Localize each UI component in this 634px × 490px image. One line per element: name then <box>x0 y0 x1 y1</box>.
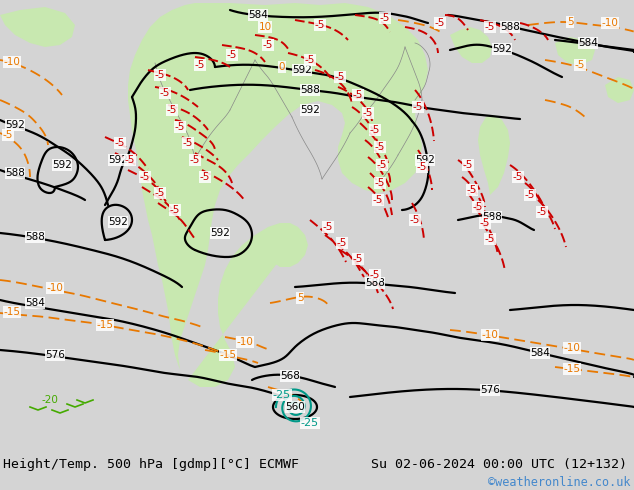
Text: -5: -5 <box>190 155 200 165</box>
Text: -5: -5 <box>167 105 177 115</box>
Text: -10: -10 <box>482 330 498 340</box>
Text: -5: -5 <box>377 160 387 170</box>
Text: -15: -15 <box>564 364 581 374</box>
Text: -10: -10 <box>4 57 20 67</box>
Text: 588: 588 <box>5 168 25 178</box>
Text: -5: -5 <box>537 207 547 217</box>
Text: -5: -5 <box>335 72 345 82</box>
Text: -10: -10 <box>602 18 618 28</box>
Text: 10: 10 <box>259 22 271 32</box>
Text: 592: 592 <box>108 155 128 165</box>
Text: -5: -5 <box>195 60 205 70</box>
Text: -5: -5 <box>155 70 165 80</box>
Text: -5: -5 <box>140 172 150 182</box>
Polygon shape <box>128 3 428 387</box>
Text: -5: -5 <box>375 142 385 152</box>
Text: 568: 568 <box>280 371 300 381</box>
Polygon shape <box>478 115 510 195</box>
Text: -5: -5 <box>417 162 427 172</box>
Text: -5: -5 <box>413 102 423 112</box>
Text: -5: -5 <box>435 18 445 28</box>
Text: -5: -5 <box>323 222 333 232</box>
Text: -5: -5 <box>155 188 165 198</box>
Text: 576: 576 <box>45 350 65 360</box>
Text: 5: 5 <box>297 293 303 303</box>
Text: 584: 584 <box>25 298 45 308</box>
Text: 0: 0 <box>279 62 285 72</box>
Text: ©weatheronline.co.uk: ©weatheronline.co.uk <box>488 476 631 489</box>
Text: -10: -10 <box>46 283 63 293</box>
Text: -25: -25 <box>273 390 291 400</box>
Text: Su 02-06-2024 00:00 UTC (12+132): Su 02-06-2024 00:00 UTC (12+132) <box>371 458 627 471</box>
Text: -5: -5 <box>373 195 383 205</box>
Text: -5: -5 <box>363 108 373 118</box>
Polygon shape <box>555 37 595 65</box>
Polygon shape <box>605 77 634 103</box>
Text: -5: -5 <box>3 130 13 140</box>
Text: -10: -10 <box>236 337 254 347</box>
Text: 588: 588 <box>25 232 45 242</box>
Text: 592: 592 <box>108 217 128 227</box>
Polygon shape <box>450 27 492 63</box>
Text: -5: -5 <box>375 178 385 188</box>
Text: -5: -5 <box>410 215 420 225</box>
Text: 584: 584 <box>578 38 598 48</box>
Text: 560: 560 <box>285 402 305 412</box>
Text: -5: -5 <box>125 155 135 165</box>
Text: -5: -5 <box>337 238 347 248</box>
Text: -15: -15 <box>219 350 236 360</box>
Polygon shape <box>0 7 75 47</box>
Text: 592: 592 <box>300 105 320 115</box>
Text: -5: -5 <box>480 218 490 228</box>
Text: -5: -5 <box>115 138 125 148</box>
Text: -5: -5 <box>467 185 477 195</box>
Text: -25: -25 <box>301 418 319 428</box>
Text: -5: -5 <box>513 172 523 182</box>
Text: -5: -5 <box>485 234 495 244</box>
Text: -20: -20 <box>42 395 58 405</box>
Text: -5: -5 <box>370 125 380 135</box>
Text: 592: 592 <box>210 228 230 238</box>
Text: -5: -5 <box>353 254 363 264</box>
Text: -5: -5 <box>370 270 380 280</box>
Text: -5: -5 <box>305 55 315 65</box>
Text: -5: -5 <box>525 190 535 200</box>
Text: 576: 576 <box>480 385 500 395</box>
Text: -5: -5 <box>380 13 390 23</box>
Text: 5: 5 <box>567 17 573 27</box>
Text: 588: 588 <box>482 212 502 222</box>
Text: 588: 588 <box>365 278 385 288</box>
Text: -5: -5 <box>160 88 170 98</box>
Text: 584: 584 <box>530 348 550 358</box>
Text: 588: 588 <box>300 85 320 95</box>
Text: 588: 588 <box>500 22 520 32</box>
Text: -5: -5 <box>227 50 237 60</box>
Text: -5: -5 <box>575 60 585 70</box>
Text: Height/Temp. 500 hPa [gdmp][°C] ECMWF: Height/Temp. 500 hPa [gdmp][°C] ECMWF <box>3 458 299 471</box>
Text: -15: -15 <box>4 307 20 317</box>
Text: -5: -5 <box>473 202 483 212</box>
Text: 592: 592 <box>292 65 312 75</box>
Text: -5: -5 <box>170 205 180 215</box>
Text: -5: -5 <box>315 20 325 30</box>
Text: -5: -5 <box>183 138 193 148</box>
Text: -5: -5 <box>263 40 273 50</box>
Text: 592: 592 <box>415 155 435 165</box>
Text: 584: 584 <box>248 10 268 20</box>
Text: -5: -5 <box>463 160 473 170</box>
Text: -5: -5 <box>353 90 363 100</box>
Text: -10: -10 <box>564 343 581 353</box>
Text: -15: -15 <box>96 320 113 330</box>
Text: 592: 592 <box>5 120 25 130</box>
Text: -5: -5 <box>175 122 185 132</box>
Text: 592: 592 <box>52 160 72 170</box>
Text: -5: -5 <box>485 22 495 32</box>
Text: 592: 592 <box>492 44 512 54</box>
Text: -5: -5 <box>200 172 210 182</box>
